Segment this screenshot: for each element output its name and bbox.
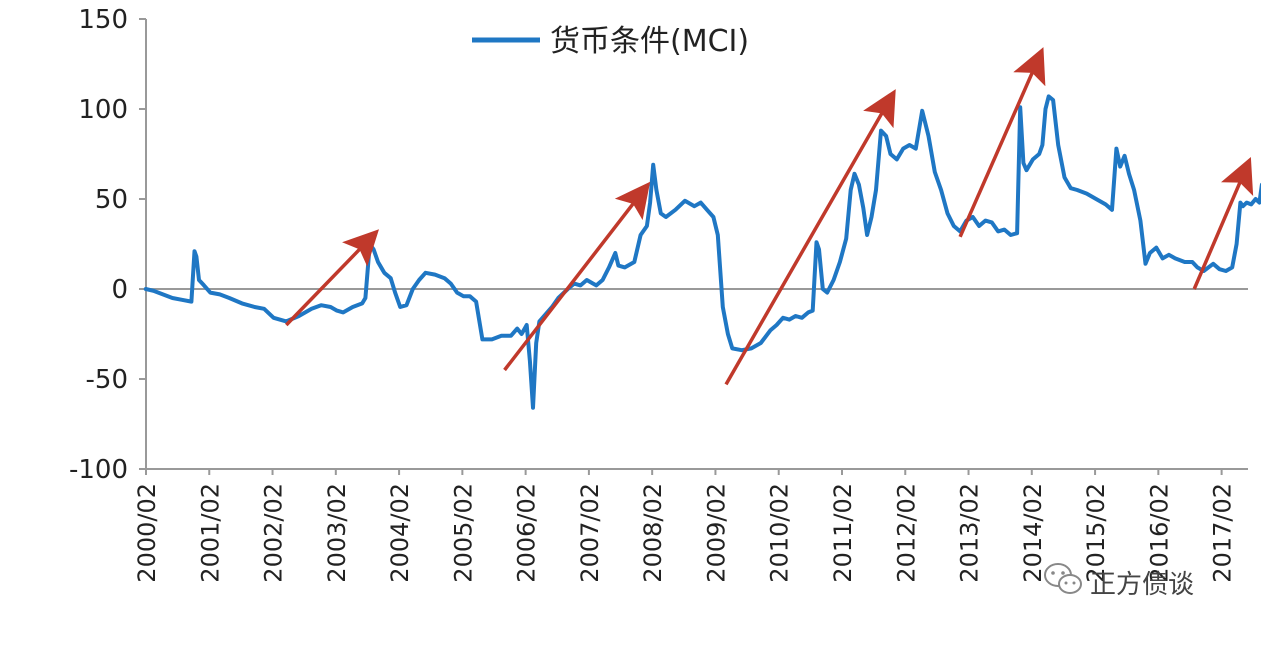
legend-label: 货币条件(MCI) xyxy=(550,24,749,59)
x-tick-label: 2006/02 xyxy=(513,483,541,583)
trend-arrow xyxy=(958,47,1046,238)
x-tick-label: 2002/02 xyxy=(260,483,288,583)
wechat-icon xyxy=(1044,563,1082,594)
y-tick-label: 0 xyxy=(111,275,128,305)
x-tick-label: 2012/02 xyxy=(892,483,920,583)
y-tick-label: -50 xyxy=(86,365,128,395)
y-tick-label: -100 xyxy=(69,455,128,485)
series-layer xyxy=(143,94,1261,410)
trend-arrow xyxy=(724,89,896,386)
x-tick-label: 2004/02 xyxy=(386,483,414,583)
x-tick-label: 2014/02 xyxy=(1019,483,1047,583)
y-tick-label: 100 xyxy=(78,95,128,125)
series-line-mci xyxy=(143,94,1261,410)
x-tick-label: 2003/02 xyxy=(323,483,351,583)
x-tick-label: 2015/02 xyxy=(1082,483,1110,583)
x-tick-label: 2010/02 xyxy=(766,483,794,583)
y-tick-label: 150 xyxy=(78,5,128,35)
x-tick-label: 2009/02 xyxy=(702,483,730,583)
trend-arrow xyxy=(503,181,651,372)
x-tick-label: 2011/02 xyxy=(829,483,857,583)
watermark: 正方债谈 xyxy=(1044,563,1194,600)
x-tick-label: 2005/02 xyxy=(449,483,477,583)
trend-arrow xyxy=(1192,156,1254,290)
chart-axes xyxy=(145,19,1248,470)
x-tick-label: 2007/02 xyxy=(576,483,604,583)
trend-arrow xyxy=(285,229,379,327)
watermark-text: 正方债谈 xyxy=(1090,570,1194,600)
x-tick-label: 2001/02 xyxy=(196,483,224,583)
y-tick-labels: -100 -50 0 50 100 150 xyxy=(69,5,146,485)
legend: 货币条件(MCI) xyxy=(472,24,749,59)
x-tick-label: 2017/02 xyxy=(1209,483,1237,583)
x-tick-label: 2013/02 xyxy=(956,483,984,583)
x-tick-label: 2008/02 xyxy=(639,483,667,583)
x-tick-labels: 2000/02 2001/02 2002/02 2003/02 2004/02 2005/… xyxy=(133,469,1237,583)
x-tick-label: 2000/02 xyxy=(133,483,161,583)
x-tick-label: 2016/02 xyxy=(1145,483,1173,583)
y-tick-label: 50 xyxy=(95,185,128,215)
trend-arrows xyxy=(285,47,1254,386)
